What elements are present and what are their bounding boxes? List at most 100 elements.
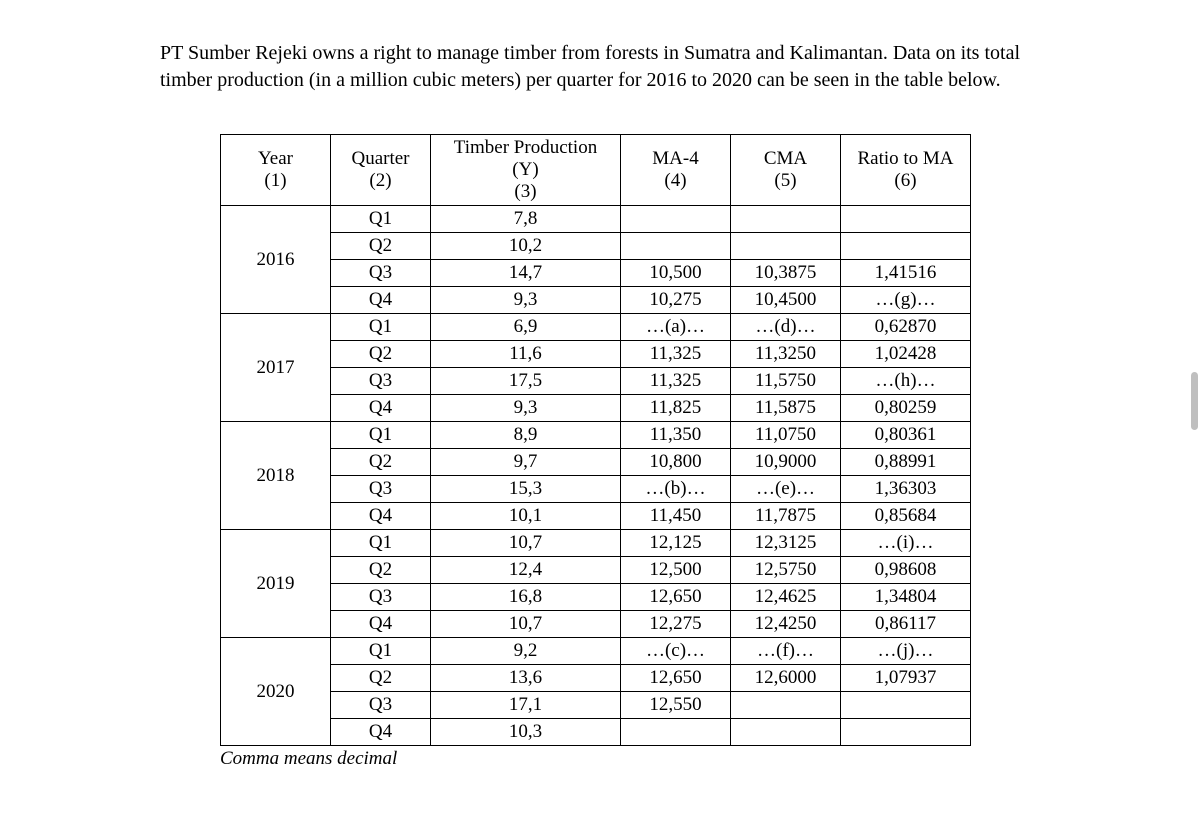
cell-ratio: 0,88991 [841, 449, 971, 476]
cell-ratio: …(i)… [841, 530, 971, 557]
cell-ma4 [621, 719, 731, 746]
header-y-mid: (Y) [437, 159, 614, 181]
cell-q: Q2 [331, 557, 431, 584]
cell-cma: 12,3125 [731, 530, 841, 557]
cell-y: 13,6 [431, 665, 621, 692]
header-ratio-title: Ratio to MA [857, 148, 953, 169]
header-ma4-sub: (4) [627, 170, 724, 192]
cell-cma: 12,6000 [731, 665, 841, 692]
cell-cma: 11,0750 [731, 422, 841, 449]
table-row: 2018Q18,911,35011,07500,80361 [221, 422, 971, 449]
cell-ma4: 11,325 [621, 341, 731, 368]
cell-y: 9,7 [431, 449, 621, 476]
cell-cma: 12,4625 [731, 584, 841, 611]
cell-cma [731, 206, 841, 233]
cell-ma4: 10,500 [621, 260, 731, 287]
cell-ratio: 1,41516 [841, 260, 971, 287]
cell-q: Q4 [331, 287, 431, 314]
table-row: Q410,111,45011,78750,85684 [221, 503, 971, 530]
cell-y: 9,2 [431, 638, 621, 665]
table-row: Q212,412,50012,57500,98608 [221, 557, 971, 584]
cell-q: Q4 [331, 719, 431, 746]
cell-cma: …(e)… [731, 476, 841, 503]
cell-y: 11,6 [431, 341, 621, 368]
cell-cma: 10,4500 [731, 287, 841, 314]
header-quarter: Quarter (2) [331, 135, 431, 206]
cell-q: Q2 [331, 341, 431, 368]
cell-ratio: 1,07937 [841, 665, 971, 692]
cell-q: Q3 [331, 584, 431, 611]
cell-ratio: 1,34804 [841, 584, 971, 611]
cell-q: Q2 [331, 233, 431, 260]
cell-ma4 [621, 233, 731, 260]
cell-year: 2016 [221, 206, 331, 314]
cell-ma4: 11,825 [621, 395, 731, 422]
table-row: Q315,3…(b)……(e)…1,36303 [221, 476, 971, 503]
header-y: Timber Production (Y) (3) [431, 135, 621, 206]
cell-ratio [841, 206, 971, 233]
cell-q: Q4 [331, 395, 431, 422]
cell-ratio: …(j)… [841, 638, 971, 665]
cell-ma4: 12,500 [621, 557, 731, 584]
table-row: Q410,3 [221, 719, 971, 746]
header-y-title: Timber Production [454, 137, 597, 158]
cell-cma: 11,5875 [731, 395, 841, 422]
cell-y: 10,3 [431, 719, 621, 746]
cell-ratio [841, 692, 971, 719]
cell-q: Q3 [331, 260, 431, 287]
cell-ma4: 12,550 [621, 692, 731, 719]
cell-ratio: …(g)… [841, 287, 971, 314]
header-ma4: MA-4 (4) [621, 135, 731, 206]
table-row: Q410,712,27512,42500,86117 [221, 611, 971, 638]
header-ma4-title: MA-4 [652, 148, 698, 169]
table-row: 2020Q19,2…(c)……(f)……(j)… [221, 638, 971, 665]
table-row: Q314,710,50010,38751,41516 [221, 260, 971, 287]
cell-year: 2017 [221, 314, 331, 422]
scrollbar-thumb[interactable] [1191, 372, 1198, 430]
cell-year: 2018 [221, 422, 331, 530]
cell-y: 10,7 [431, 611, 621, 638]
header-year: Year (1) [221, 135, 331, 206]
table-row: Q213,612,65012,60001,07937 [221, 665, 971, 692]
cell-y: 17,5 [431, 368, 621, 395]
table-row: Q29,710,80010,90000,88991 [221, 449, 971, 476]
cell-cma: 12,4250 [731, 611, 841, 638]
table-header-row: Year (1) Quarter (2) Timber Production (… [221, 135, 971, 206]
cell-q: Q3 [331, 476, 431, 503]
cell-ratio: 0,80259 [841, 395, 971, 422]
cell-q: Q1 [331, 314, 431, 341]
cell-y: 12,4 [431, 557, 621, 584]
cell-ratio: 0,98608 [841, 557, 971, 584]
cell-y: 10,1 [431, 503, 621, 530]
cell-y: 7,8 [431, 206, 621, 233]
header-ratio: Ratio to MA (6) [841, 135, 971, 206]
header-quarter-sub: (2) [337, 170, 424, 192]
cell-ratio: 1,02428 [841, 341, 971, 368]
cell-ratio [841, 719, 971, 746]
cell-q: Q2 [331, 665, 431, 692]
table-row: Q49,310,27510,4500…(g)… [221, 287, 971, 314]
table-container: Year (1) Quarter (2) Timber Production (… [220, 134, 1040, 770]
cell-ratio [841, 233, 971, 260]
cell-ratio: 0,80361 [841, 422, 971, 449]
cell-q: Q3 [331, 692, 431, 719]
header-ratio-sub: (6) [847, 170, 964, 192]
cell-ma4: 12,275 [621, 611, 731, 638]
cell-cma: 10,3875 [731, 260, 841, 287]
cell-ma4: …(a)… [621, 314, 731, 341]
cell-ratio: 0,85684 [841, 503, 971, 530]
cell-cma: …(d)… [731, 314, 841, 341]
table-row: Q316,812,65012,46251,34804 [221, 584, 971, 611]
table-row: Q317,112,550 [221, 692, 971, 719]
cell-q: Q2 [331, 449, 431, 476]
cell-ma4 [621, 206, 731, 233]
cell-y: 9,3 [431, 395, 621, 422]
cell-cma [731, 233, 841, 260]
cell-cma [731, 692, 841, 719]
table-row: Q211,611,32511,32501,02428 [221, 341, 971, 368]
table-note: Comma means decimal [220, 748, 1040, 770]
cell-y: 14,7 [431, 260, 621, 287]
cell-cma: 11,5750 [731, 368, 841, 395]
page: PT Sumber Rejeki owns a right to manage … [0, 0, 1200, 790]
table-row: Q317,511,32511,5750…(h)… [221, 368, 971, 395]
